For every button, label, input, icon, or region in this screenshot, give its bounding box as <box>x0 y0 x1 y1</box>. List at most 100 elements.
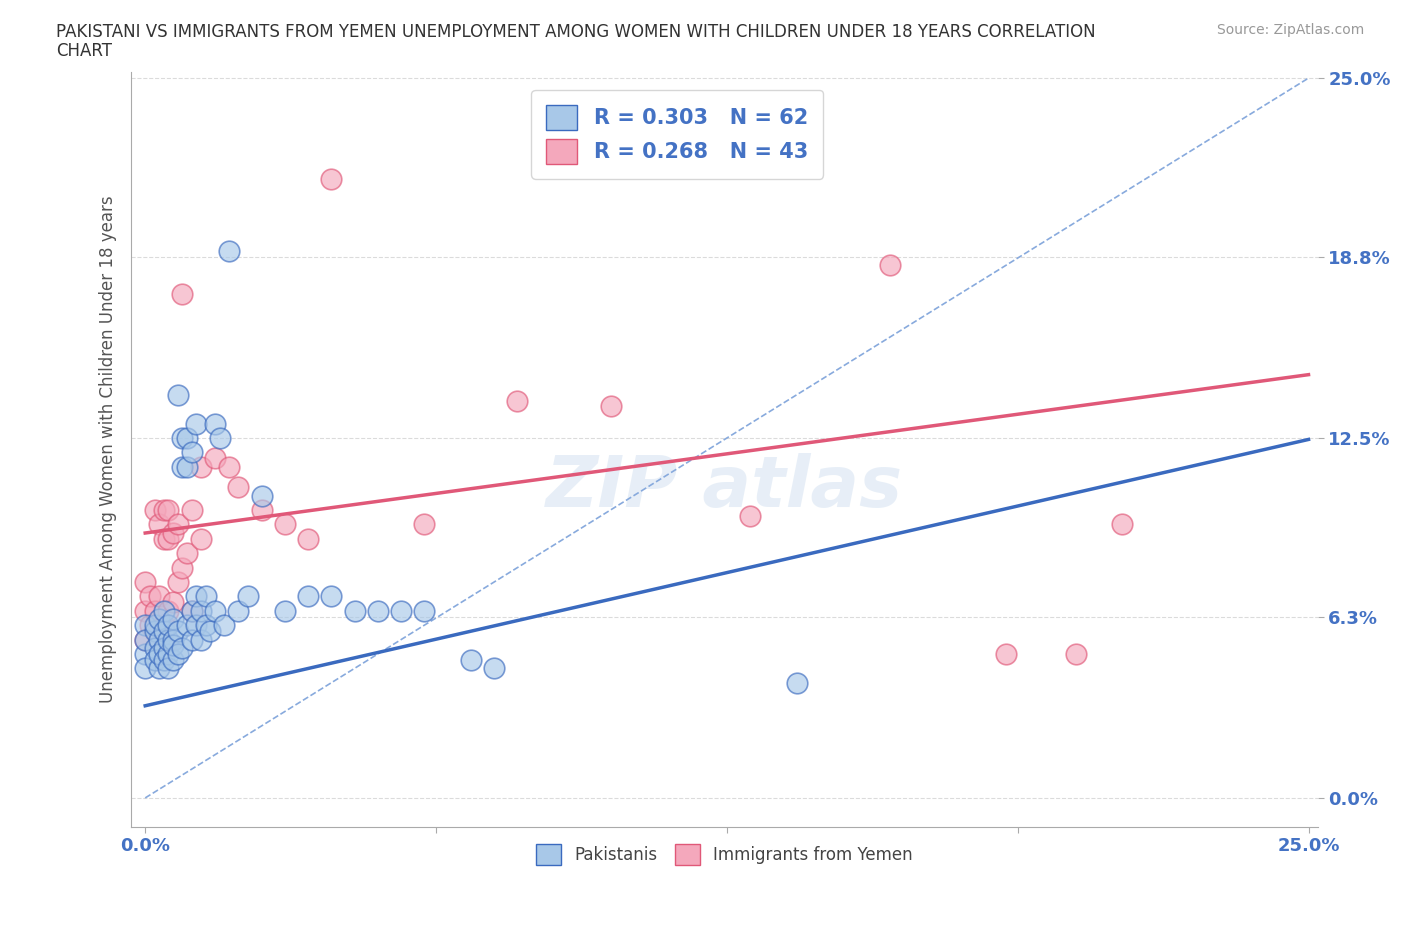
Point <box>162 632 184 647</box>
Point <box>148 612 170 627</box>
Point <box>321 171 343 186</box>
Point <box>134 575 156 590</box>
Point <box>157 618 180 632</box>
Y-axis label: Unemployment Among Women with Children Under 18 years: Unemployment Among Women with Children U… <box>100 195 117 703</box>
Point <box>190 531 212 546</box>
Legend: Pakistanis, Immigrants from Yemen: Pakistanis, Immigrants from Yemen <box>530 838 920 871</box>
Point <box>1064 646 1087 661</box>
Point <box>139 589 162 604</box>
Point <box>172 459 194 474</box>
Point <box>148 632 170 647</box>
Point <box>186 589 208 604</box>
Point <box>186 416 208 431</box>
Point <box>389 604 412 618</box>
Point <box>172 286 194 301</box>
Point <box>297 531 319 546</box>
Point <box>153 531 176 546</box>
Point <box>148 661 170 676</box>
Point <box>180 632 202 647</box>
Point <box>166 388 188 403</box>
Point <box>1111 517 1133 532</box>
Point <box>157 604 180 618</box>
Point <box>740 509 762 524</box>
Point <box>176 459 198 474</box>
Point <box>226 480 249 495</box>
Point <box>166 575 188 590</box>
Point <box>274 517 297 532</box>
Point <box>166 623 188 638</box>
Point <box>162 594 184 609</box>
Point <box>153 618 176 632</box>
Point <box>134 632 156 647</box>
Point <box>166 646 188 661</box>
Text: ZIP atlas: ZIP atlas <box>546 453 903 522</box>
Text: Source: ZipAtlas.com: Source: ZipAtlas.com <box>1216 23 1364 37</box>
Point <box>482 661 505 676</box>
Point <box>153 652 176 667</box>
Text: PAKISTANI VS IMMIGRANTS FROM YEMEN UNEMPLOYMENT AMONG WOMEN WITH CHILDREN UNDER : PAKISTANI VS IMMIGRANTS FROM YEMEN UNEMP… <box>56 23 1095 41</box>
Point <box>153 641 176 656</box>
Text: CHART: CHART <box>56 42 112 60</box>
Point <box>176 546 198 561</box>
Point <box>194 589 217 604</box>
Point <box>208 431 231 445</box>
Point <box>143 623 166 638</box>
Point <box>143 604 166 618</box>
Point <box>148 646 170 661</box>
Point <box>153 604 176 618</box>
Point <box>190 459 212 474</box>
Point <box>162 525 184 540</box>
Point <box>139 618 162 632</box>
Point <box>157 531 180 546</box>
Point <box>297 589 319 604</box>
Point <box>176 431 198 445</box>
Point <box>218 459 240 474</box>
Point <box>148 589 170 604</box>
Point <box>157 646 180 661</box>
Point <box>236 589 259 604</box>
Point <box>367 604 389 618</box>
Point <box>162 652 184 667</box>
Point <box>134 604 156 618</box>
Point <box>180 502 202 517</box>
Point <box>172 560 194 575</box>
Point <box>204 451 226 466</box>
Point <box>162 612 184 627</box>
Point <box>148 517 170 532</box>
Point <box>157 661 180 676</box>
Point <box>162 638 184 653</box>
Point <box>343 604 366 618</box>
Point <box>134 646 156 661</box>
Point <box>143 623 166 638</box>
Point <box>190 604 212 618</box>
Point <box>186 618 208 632</box>
Point <box>506 393 529 408</box>
Point <box>166 517 188 532</box>
Point <box>180 445 202 459</box>
Point <box>995 646 1018 661</box>
Point <box>321 589 343 604</box>
Point <box>157 502 180 517</box>
Point <box>274 604 297 618</box>
Point <box>143 502 166 517</box>
Point <box>786 675 808 690</box>
Point <box>153 623 176 638</box>
Point <box>413 517 436 532</box>
Point <box>204 416 226 431</box>
Point <box>226 604 249 618</box>
Point <box>134 618 156 632</box>
Point <box>460 652 482 667</box>
Point <box>134 661 156 676</box>
Point <box>143 618 166 632</box>
Point <box>194 618 217 632</box>
Point <box>879 258 901 272</box>
Point <box>172 431 194 445</box>
Point <box>204 604 226 618</box>
Point <box>176 618 198 632</box>
Point <box>148 632 170 647</box>
Point <box>218 244 240 259</box>
Point <box>172 641 194 656</box>
Point <box>134 632 156 647</box>
Point <box>153 502 176 517</box>
Point <box>180 604 202 618</box>
